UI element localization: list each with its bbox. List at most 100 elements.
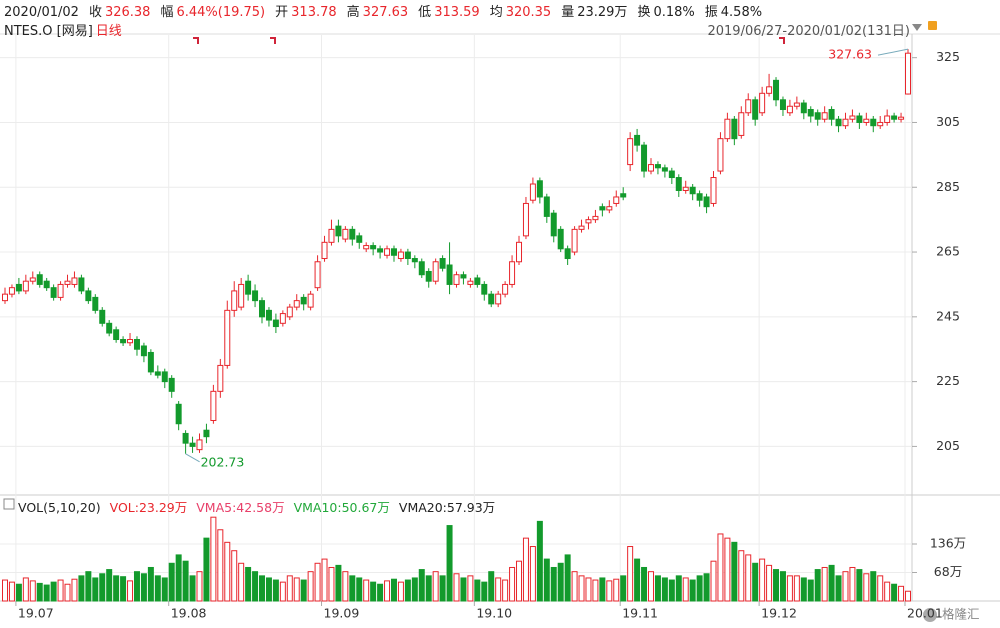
candle-body — [203, 429, 210, 438]
candle-body — [766, 86, 773, 94]
range-label[interactable]: 2019/06/27-2020/01/02(131日) — [707, 24, 910, 39]
period[interactable]: 日线 — [95, 24, 122, 39]
y-tick-label: 325 — [936, 49, 960, 64]
volume-bar — [634, 558, 641, 602]
candle-body — [564, 248, 571, 260]
candle-body — [668, 170, 675, 179]
volume-bar — [842, 571, 849, 602]
volume-bar — [418, 569, 425, 602]
candle-body — [224, 309, 231, 366]
candle-body — [578, 225, 585, 230]
volume-bar — [64, 583, 71, 602]
candle-body — [293, 300, 300, 308]
candle-body — [807, 109, 814, 117]
volume-stat: VMA5:42.58万 — [196, 500, 285, 515]
volume-bar — [724, 537, 731, 602]
y-tick-label: 136万 — [930, 536, 966, 551]
candle-body — [314, 261, 321, 289]
candle-body — [842, 118, 849, 127]
volume-bar — [807, 579, 814, 602]
volume-bar — [307, 571, 314, 602]
candle-body — [898, 116, 905, 120]
candle-body — [182, 432, 189, 444]
candle-body — [245, 280, 252, 295]
volume-bar — [606, 580, 613, 602]
candle-body — [752, 99, 759, 120]
lock-icon[interactable] — [928, 21, 937, 30]
volume-bar — [113, 575, 120, 602]
volume-stat: VOL:23.29万 — [109, 500, 188, 515]
candle-body — [717, 138, 724, 172]
volume-bar — [99, 573, 106, 602]
candle-body — [849, 115, 856, 120]
quote-label: 幅 — [160, 5, 174, 20]
volume-bar — [495, 577, 502, 602]
volume-bar — [870, 571, 877, 602]
candle-body — [279, 313, 286, 324]
candle-body — [92, 296, 99, 311]
candle-body — [321, 241, 328, 260]
candle-body — [71, 277, 78, 285]
volume-bar — [238, 562, 245, 602]
volume-bar — [585, 577, 592, 602]
candle-body — [189, 442, 196, 447]
candle-body — [543, 196, 550, 217]
volume-bar — [488, 571, 495, 602]
candle-body — [210, 390, 217, 421]
panel-icon[interactable] — [3, 498, 15, 510]
quote-value: 23.29万 — [577, 5, 628, 20]
volume-bar — [300, 579, 307, 602]
volume-bar — [36, 582, 43, 602]
candle-body — [78, 277, 85, 292]
candle-body — [495, 293, 502, 305]
candle-body — [502, 283, 509, 295]
candle-body — [432, 261, 439, 282]
volume-bar — [397, 581, 404, 602]
candle-body — [342, 228, 349, 240]
volume-stat: VMA20:57.93万 — [398, 500, 496, 515]
candle-body — [252, 290, 259, 302]
volume-bar — [627, 546, 634, 602]
candle-body — [488, 293, 495, 305]
volume-bar — [703, 573, 710, 602]
quote-value: 4.58% — [720, 5, 763, 20]
candle-body — [168, 377, 175, 392]
candle-body — [8, 287, 15, 295]
watermark: 格隆汇 — [942, 607, 980, 622]
candle-body — [259, 300, 266, 318]
volume-bar — [786, 575, 793, 602]
candle-body — [404, 251, 411, 260]
candle-body — [627, 138, 634, 166]
dropdown-icon[interactable] — [912, 24, 922, 31]
candle-body — [384, 248, 391, 256]
volume-bar — [78, 575, 85, 602]
candle-body — [238, 283, 245, 308]
candle-body — [36, 274, 43, 285]
volume-title: VOL(5,10,20) — [18, 500, 101, 515]
candle-body — [634, 134, 641, 146]
quote-value: 313.78 — [291, 5, 337, 20]
candle-body — [425, 270, 432, 282]
quote-label: 开 — [275, 5, 289, 20]
candle-body — [133, 339, 140, 350]
annotation-leader — [185, 453, 200, 463]
x-tick-label: 19.07 — [18, 606, 54, 621]
event-flag — [193, 37, 199, 44]
volume-bar — [641, 566, 648, 602]
volume-bar — [224, 541, 231, 602]
volume-bar — [161, 577, 168, 602]
volume-bar — [363, 579, 370, 602]
volume-bar — [752, 562, 759, 602]
volume-bar — [286, 575, 293, 602]
candle-body — [50, 287, 57, 298]
volume-bar — [793, 575, 800, 602]
y-tick-label: 225 — [936, 373, 960, 388]
quote-value: 313.59 — [434, 5, 480, 20]
volume-bar — [168, 562, 175, 602]
candle-body — [891, 115, 898, 120]
volume-bar — [245, 566, 252, 602]
quote-label: 低 — [418, 5, 432, 20]
volume-bar — [731, 541, 738, 602]
volume-bar — [460, 577, 467, 602]
y-tick-label: 205 — [936, 438, 960, 453]
